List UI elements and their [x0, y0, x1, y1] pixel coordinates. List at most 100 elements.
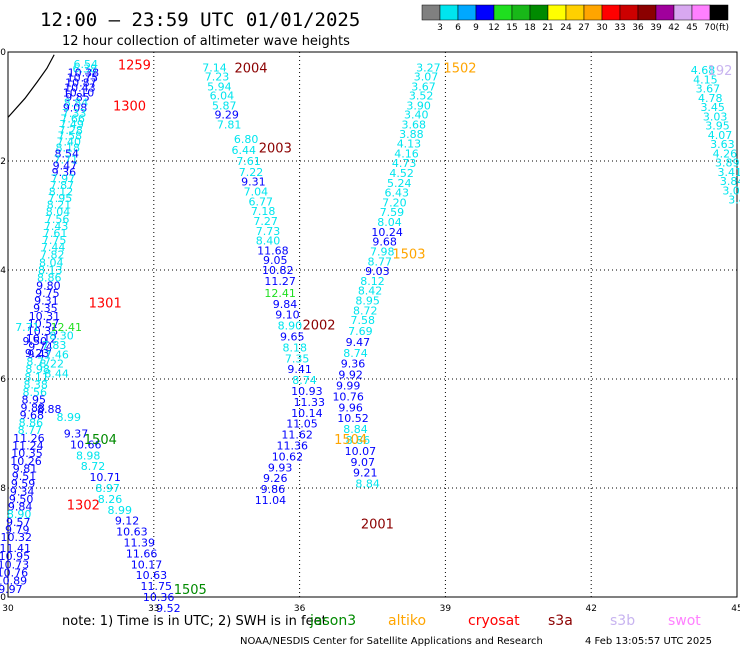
- wave-height-label: 3.90: [406, 99, 431, 112]
- wave-height-label: 9.92: [338, 369, 363, 382]
- wave-height-label: 9.50: [22, 335, 47, 348]
- colorbar-label: 30: [596, 23, 608, 33]
- wave-height-label: 5.94: [207, 80, 232, 93]
- wave-height-label: 3.07: [414, 71, 439, 84]
- colorbar-label: 70: [704, 23, 716, 33]
- colorbar-swatch: [421, 4, 441, 21]
- colorbar-swatch: [655, 4, 675, 21]
- wave-height-label: 9.31: [241, 176, 266, 189]
- wave-height-label: 9.68: [20, 409, 45, 422]
- wave-height-label: 11.39: [123, 537, 155, 550]
- wave-height-label: 10.26: [10, 455, 42, 468]
- wave-height-label: 7.43: [44, 220, 69, 233]
- track-label: 1300: [113, 99, 146, 114]
- wave-height-label: 10.10: [63, 86, 95, 99]
- colorbar-label: 36: [632, 23, 644, 33]
- wave-height-label: 9.80: [36, 279, 61, 292]
- wave-height-label: 7.04: [244, 186, 269, 199]
- wave-height-label: 8.95: [355, 295, 380, 308]
- wave-height-label: 9.12: [115, 515, 140, 528]
- wave-height-label: 6.38: [73, 62, 98, 75]
- wave-height-label: 8.56: [22, 386, 47, 399]
- wave-height-label: 10.62: [272, 450, 304, 463]
- wave-height-label: 10.63: [116, 526, 148, 539]
- wave-height-label: 9.74: [28, 340, 53, 353]
- wave-height-label: 8.44: [44, 368, 69, 381]
- wave-height-label: 11.36: [277, 439, 309, 452]
- wave-height-label: 9.36: [341, 358, 366, 371]
- wave-height-label: 11.05: [286, 418, 318, 431]
- wave-height-label: 10.73: [0, 558, 29, 571]
- colorbar-label: 6: [455, 23, 461, 33]
- wave-height-label: 7.71: [15, 321, 40, 334]
- wave-height-label: 8.11: [24, 371, 49, 384]
- wave-height-label: 5.87: [212, 99, 237, 112]
- wave-height-label: 10.63: [136, 569, 168, 582]
- wave-height-label: 7.82: [40, 249, 65, 262]
- wave-height-label: 10.66: [70, 438, 102, 451]
- wave-height-label: 8.18: [56, 141, 81, 154]
- wave-height-label: 3.84: [720, 175, 740, 188]
- wave-height-label: 8.12: [49, 186, 74, 199]
- wave-height-label: 8.22: [39, 358, 64, 371]
- x-tick-label: 30: [2, 604, 14, 614]
- wave-height-label: 3.27: [416, 61, 441, 74]
- wave-height-label: 4.73: [392, 157, 417, 170]
- wave-height-label: 9.47: [53, 159, 78, 172]
- wave-height-label: 6.77: [248, 195, 273, 208]
- wave-height-label: 9.65: [280, 330, 305, 343]
- wave-height-label: 11.33: [294, 396, 326, 409]
- legend-entry-swot: swot: [668, 613, 701, 629]
- wave-height-label: 9.07: [351, 456, 376, 469]
- wave-height-label: 9.52: [156, 602, 181, 615]
- wave-height-label: 4.13: [397, 138, 422, 151]
- track-label: 1504: [84, 433, 117, 448]
- track-label: 1259: [118, 59, 151, 74]
- wave-height-label: 9.84: [273, 298, 298, 311]
- wave-height-label: 8.99: [108, 504, 133, 517]
- legend-entry-s3a: s3a: [548, 613, 573, 629]
- wave-height-label: 10.76: [332, 390, 364, 403]
- wave-height-label: 10.14: [291, 407, 323, 420]
- wave-height-label: 8.40: [256, 235, 281, 248]
- wave-height-label: 7.66: [60, 112, 85, 125]
- wave-height-label: 9.50: [9, 493, 34, 506]
- wave-height-label: 6.43: [385, 187, 410, 200]
- wave-height-label: 8.88: [37, 403, 62, 416]
- wave-height-label: 11.62: [281, 429, 313, 442]
- wave-height-label: 9.29: [214, 109, 239, 122]
- x-tick-label: 45: [731, 604, 740, 614]
- colorbar-swatch: [673, 4, 693, 21]
- wave-height-label: 8.38: [23, 378, 48, 391]
- wave-height-label: 7.73: [256, 225, 281, 238]
- wave-height-label: 6.04: [210, 90, 235, 103]
- wave-height-label: 10.31: [29, 310, 61, 323]
- wave-height-label: 7.23: [205, 71, 230, 84]
- wave-height-label: 8.98: [76, 449, 101, 462]
- wave-height-label: 9.31: [34, 295, 59, 308]
- wave-height-label: 10.17: [131, 558, 163, 571]
- wave-height-label: 4.15: [693, 73, 718, 86]
- colorbar-swatch: [511, 4, 531, 21]
- wave-height-label: 3.41: [717, 166, 740, 179]
- wave-height-label: 4.78: [698, 92, 723, 105]
- wave-height-label: 9.51: [12, 470, 37, 483]
- wave-height-label: 10.12: [26, 333, 58, 346]
- wave-height-label: 8.98: [25, 363, 50, 376]
- track-label: 1503: [392, 248, 425, 263]
- wave-height-label: 8.84: [343, 423, 368, 436]
- y-tick-label: -38: [0, 484, 6, 494]
- wave-height-label: 7.40: [57, 135, 82, 148]
- wave-height-label: 7.28: [58, 124, 83, 137]
- wave-height-label: 3.4: [728, 194, 740, 207]
- wave-height-label: 8.72: [81, 460, 106, 473]
- wave-height-label: 7.49: [59, 118, 84, 131]
- track-label: 2004: [234, 61, 267, 76]
- track-label: 1504: [334, 433, 367, 448]
- colorbar-label: 24: [560, 23, 572, 33]
- grid-lines: [8, 52, 737, 597]
- colorbar-label: 21: [542, 23, 553, 33]
- legend-entry-altiko: altiko: [388, 613, 426, 629]
- wave-height-label: 10.89: [0, 575, 27, 588]
- colorbar-swatch: [709, 4, 729, 21]
